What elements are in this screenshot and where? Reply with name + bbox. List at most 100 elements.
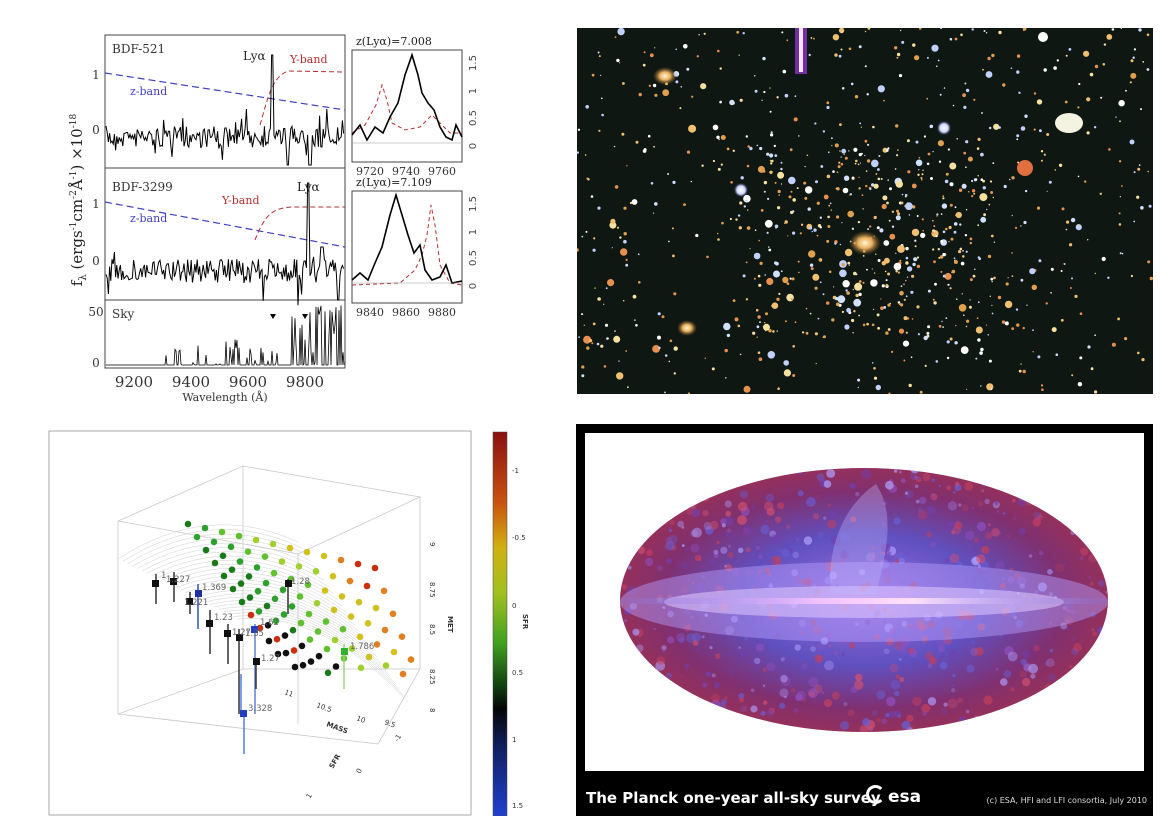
deep-field-source [1045, 302, 1048, 305]
planck-speckle-dot [1007, 651, 1018, 662]
deep-field-source [769, 87, 771, 89]
deep-field-source [737, 214, 741, 217]
planck-speckle-dot [720, 546, 728, 554]
deep-field-source [992, 162, 995, 165]
deep-field-source [887, 328, 891, 331]
deep-field-source [887, 179, 889, 181]
zoom2-xtick-0: 9840 [356, 306, 384, 319]
deep-field-source [990, 191, 994, 194]
deep-field-source [1029, 268, 1036, 275]
planck-speckle-dot [709, 520, 719, 530]
zoom1-xtick-0: 9720 [356, 165, 384, 178]
planck-speckle-dot [669, 520, 675, 526]
deep-field-source [717, 49, 720, 53]
deep-field-source [758, 283, 762, 287]
deep-field-source [993, 123, 1000, 130]
deep-field-source [945, 172, 949, 176]
deep-field-source [1055, 353, 1059, 357]
deep-field-source [1124, 337, 1128, 341]
planck-speckle-dot [970, 647, 978, 656]
planck-speckle-dot [755, 545, 760, 550]
deep-field-source [942, 274, 946, 278]
planck-speckle-dot [692, 527, 702, 538]
deep-field-source [1002, 83, 1006, 87]
planck-speckle-dot [1091, 628, 1095, 631]
deep-field-source [932, 248, 935, 251]
planck-speckle-dot [802, 697, 807, 702]
deep-field-source [1130, 59, 1134, 63]
planck-speckle-dot [820, 582, 823, 586]
deep-field-source [584, 154, 587, 156]
scatter3d-point [278, 558, 286, 565]
deep-field-source [929, 124, 934, 129]
planck-speckle-dot [727, 653, 731, 657]
deep-field-source [762, 56, 766, 61]
planck-speckle-dot [884, 553, 895, 564]
deep-field-source [879, 228, 884, 233]
deep-field-source [721, 221, 724, 225]
deep-field-source [987, 334, 990, 336]
planck-speckle-dot [885, 480, 894, 490]
deep-field-source [698, 34, 700, 36]
planck-speckle-dot [1018, 527, 1026, 536]
planck-speckle-dot [970, 639, 976, 645]
deep-field-source [1066, 220, 1070, 224]
deep-field-source [866, 322, 869, 326]
planck-speckle-dot [786, 547, 793, 554]
deep-field-source [862, 208, 864, 210]
planck-speckle-dot [777, 502, 785, 510]
planck-speckle-dot [1033, 644, 1040, 652]
deep-field-source [843, 153, 845, 156]
deep-field-source [585, 105, 589, 109]
deep-field-source [875, 384, 881, 391]
planck-speckle-dot [862, 718, 871, 727]
deep-field-source [883, 240, 890, 246]
planck-speckle-dot [627, 565, 632, 570]
planck-svg [585, 433, 1144, 771]
deep-field-source [1121, 185, 1123, 187]
deep-field-source [787, 235, 789, 237]
deep-field-source [837, 295, 846, 304]
deep-field-source [1069, 243, 1073, 247]
scatter3d-point [246, 594, 254, 601]
planck-speckle-dot [755, 639, 759, 643]
deep-field-source [841, 87, 845, 90]
mass-tick-95: 9.5 [383, 718, 396, 729]
spectrum-line-2 [105, 182, 345, 306]
deep-field-source [964, 234, 968, 237]
deep-field-source [1022, 326, 1025, 330]
planck-allsky-image: The Planck one-year all-sky survey esa (… [576, 424, 1153, 816]
deep-field-source [948, 240, 950, 243]
xtick-9200: 9200 [115, 373, 153, 391]
zoom1-dashed [351, 83, 462, 134]
pt-label-9: 1.786 [350, 642, 374, 652]
deep-field-source [916, 305, 920, 309]
deep-field-source [635, 140, 639, 144]
deep-field-source [654, 47, 656, 49]
planck-speckle-dot [724, 564, 727, 568]
deep-field-source [671, 227, 674, 230]
deep-field-source [976, 147, 980, 150]
deep-field-source [921, 178, 923, 181]
planck-speckle-dot [825, 561, 836, 571]
deep-field-source [819, 281, 822, 284]
deep-field-source [930, 177, 933, 180]
xtick-9600: 9600 [229, 373, 267, 391]
deep-field-source [1033, 92, 1037, 95]
deep-field-source [591, 342, 594, 345]
deep-field-source [662, 89, 670, 97]
deep-field-source [777, 171, 785, 179]
deep-field-source [758, 357, 763, 362]
deep-field-source [635, 324, 638, 327]
deep-field-source [1119, 252, 1122, 255]
pt-label-8: 1.27 [261, 654, 280, 664]
planck-speckle-dot [844, 514, 851, 521]
deep-field-source [606, 337, 609, 340]
planck-speckle-dot [808, 677, 819, 688]
scatter3d-point [238, 598, 246, 606]
deep-field-source [696, 55, 699, 58]
planck-speckle-dot [824, 660, 834, 671]
scatter3d-point [382, 662, 390, 669]
planck-speckle-dot [691, 632, 701, 642]
deep-field-source [910, 290, 914, 294]
